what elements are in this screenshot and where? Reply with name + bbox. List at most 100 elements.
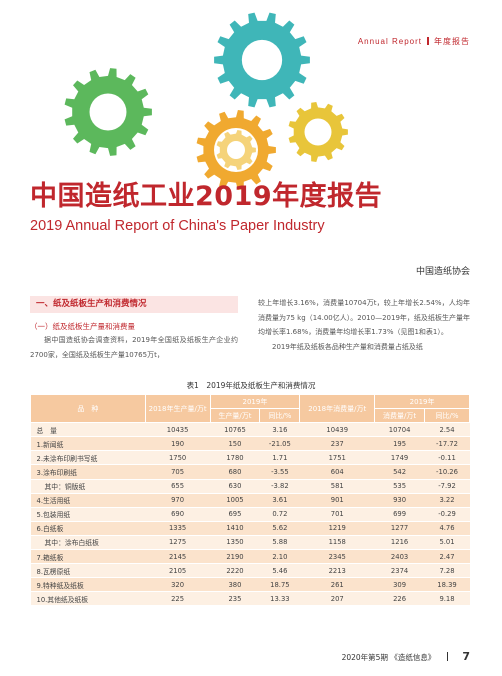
cell: 1005 (210, 493, 260, 508)
cell: 701 (299, 507, 375, 522)
row-label: 10.其他纸及纸板 (30, 591, 146, 606)
cell: 655 (145, 479, 211, 494)
row-label: 2.未涂布印刷书写纸 (30, 450, 146, 465)
cell: -17.72 (424, 436, 470, 451)
cell: 1.71 (259, 450, 300, 465)
cell: 320 (145, 577, 211, 592)
cell: -7.92 (424, 479, 470, 494)
table-row: 其中：涂布白纸板 1275 1350 5.88 1158 1216 5.01 (30, 535, 470, 550)
cell: 1410 (210, 521, 260, 536)
cell: 3.22 (424, 493, 470, 508)
cell: -0.11 (424, 450, 470, 465)
data-table: 品 种 2018年生产量/万t 2019年 2018年消费量/万t 2019年 生产量/… (30, 393, 470, 606)
header-cell: 2019年 (209, 393, 301, 410)
gear (64, 68, 152, 156)
cell: 5.01 (424, 535, 470, 550)
table-row: 总 量 10435 10765 3.16 10439 10704 2.54 (30, 422, 470, 437)
row-label: 其中：涂布白纸板 (30, 535, 146, 550)
cell: 535 (374, 479, 425, 494)
cell: 2403 (374, 549, 425, 564)
footer-issue: 2020年第5期 《造纸信息》 (341, 653, 436, 662)
cell: 10435 (145, 422, 211, 437)
section-heading: 一、纸及纸板生产和消费情况 (30, 296, 238, 313)
cell: 930 (374, 493, 425, 508)
cell: 1750 (145, 450, 211, 465)
row-label: 9.特种纸及纸板 (30, 577, 146, 592)
page-number: 7 (462, 650, 470, 663)
row-label: 1.新闻纸 (30, 436, 146, 451)
table-caption: 表1 2019年纸及纸板生产和消费情况 (186, 381, 316, 390)
table-row: 6.白纸板 1335 1410 5.62 1219 1277 4.76 (30, 521, 470, 536)
cell: 1219 (299, 521, 375, 536)
cell: 2213 (299, 563, 375, 578)
cell: 225 (145, 591, 211, 606)
cell: 604 (299, 464, 375, 480)
cell: 1780 (210, 450, 260, 465)
row-label: 其中：铜版纸 (30, 479, 146, 494)
header-cn: 年度报告 (434, 37, 470, 46)
cell: 1158 (299, 535, 375, 550)
cell: 235 (210, 591, 260, 606)
header-cell: 2018年消费量/万t (299, 393, 376, 424)
subsection-heading: （一）纸及纸板生产量和消费量 (30, 322, 135, 331)
header-cell: 生产量/万t (209, 408, 261, 424)
paragraph: 据中国造纸协会调查资料，2019年全国纸及纸板生产企业约2700家，全国纸及纸板… (30, 336, 238, 359)
cell: -21.05 (259, 436, 300, 451)
subtitle: 2019 Annual Report of China's Paper Indu… (30, 218, 325, 234)
cell: 226 (374, 591, 425, 606)
cell: 9.18 (424, 591, 470, 606)
cell: 309 (374, 577, 425, 592)
cell: 5.46 (259, 563, 300, 578)
cell: 207 (299, 591, 375, 606)
cell: 0.72 (259, 507, 300, 522)
cell: 261 (299, 577, 375, 592)
row-label: 6.白纸板 (30, 521, 146, 536)
cell: 901 (299, 493, 375, 508)
cell: 4.76 (424, 521, 470, 536)
header-cell: 2019年 (374, 393, 470, 410)
cell: 10765 (210, 422, 260, 437)
cell: -3.55 (259, 464, 300, 480)
cell: 10439 (299, 422, 375, 437)
header-cell: 品 种 (30, 393, 146, 424)
gear (288, 102, 348, 162)
cell: 705 (145, 464, 211, 480)
cell: 18.39 (424, 577, 470, 592)
cell: 2105 (145, 563, 211, 578)
footer: 2020年第5期 《造纸信息》 7 (342, 650, 470, 663)
row-label: 总 量 (30, 422, 146, 437)
table-row: 10.其他纸及纸板 225 235 13.33 207 226 9.18 (30, 591, 470, 606)
row-label: 3.涂布印刷纸 (30, 464, 146, 480)
cell: 5.62 (259, 521, 300, 536)
gear-illustration (64, 12, 348, 190)
cell: 1335 (145, 521, 211, 536)
cell: -3.82 (259, 479, 300, 494)
header-en: Annual Report (357, 37, 422, 46)
cell: 1350 (210, 535, 260, 550)
cell: 5.88 (259, 535, 300, 550)
header-cell: 消费量/万t (374, 408, 426, 424)
cell: 2190 (210, 549, 260, 564)
cell: 1751 (299, 450, 375, 465)
cell: 195 (374, 436, 425, 451)
gear (214, 12, 310, 108)
cell: 18.75 (259, 577, 300, 592)
gear (216, 130, 256, 170)
cell: 542 (374, 464, 425, 480)
running-header: Annual Report 年度报告 (358, 36, 470, 47)
cell: 13.33 (259, 591, 300, 606)
row-label: 7.箱纸板 (30, 549, 146, 564)
cell: 380 (210, 577, 260, 592)
row-label: 5.包装用纸 (30, 507, 146, 522)
table-row: 7.箱纸板 2145 2190 2.10 2345 2403 2.47 (30, 549, 470, 564)
cell: 3.16 (259, 422, 300, 437)
cell: 10704 (374, 422, 425, 437)
table-row: 3.涂布印刷纸 705 680 -3.55 604 542 -10.26 (30, 464, 470, 480)
table-row: 1.新闻纸 190 150 -21.05 237 195 -17.72 (30, 436, 470, 451)
cell: 695 (210, 507, 260, 522)
cell: 2.54 (424, 422, 470, 437)
cell: 630 (210, 479, 260, 494)
paragraph: 较上年增长3.16%，消费量10704万t，较上年增长2.54%，人均年消费量为… (258, 299, 470, 336)
cell: 2.10 (259, 549, 300, 564)
